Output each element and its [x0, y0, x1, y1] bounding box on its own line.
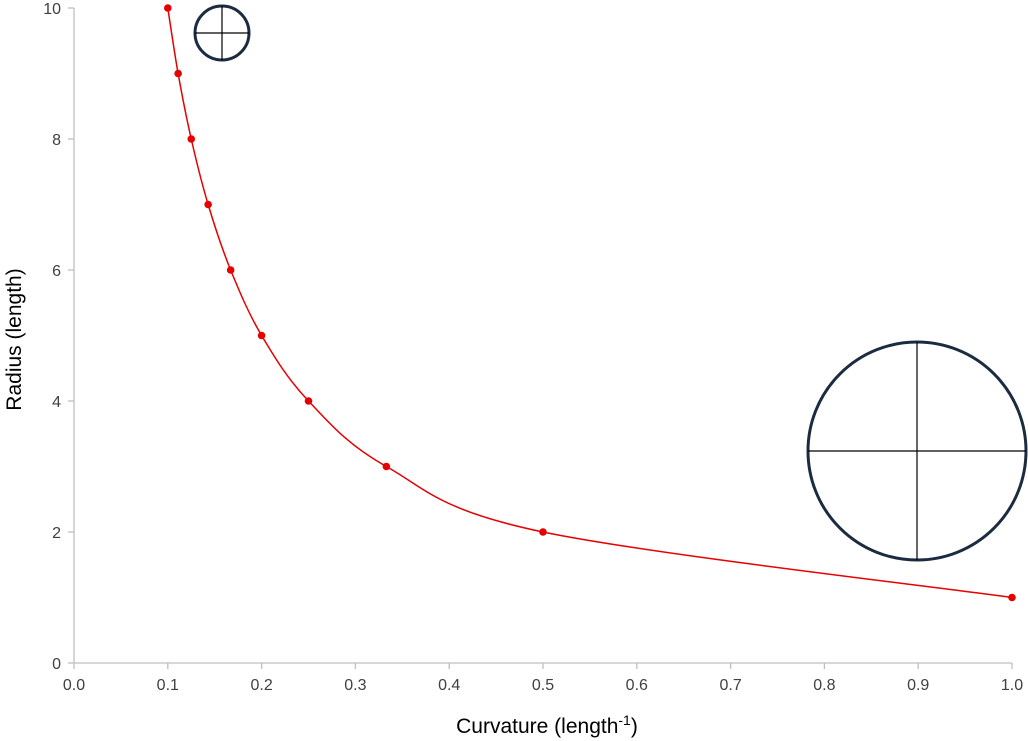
data-point: [304, 397, 313, 405]
data-point: [204, 200, 212, 209]
x-axis-ticks: 0.0 0.1 0.2 0.3 0.4 0.5 0.6 0.7 0.8 0.9 1.0: [63, 663, 1023, 694]
series-layer: [164, 4, 1016, 602]
y-tick-label: 8: [52, 132, 61, 149]
x-tick-label: 0.1: [157, 677, 179, 694]
circle-icons: [193, 4, 1028, 562]
x-axis-title-main: Curvature (length: [456, 715, 618, 738]
x-tick-label: 0.0: [63, 677, 85, 694]
series-line: [167, 7, 1013, 599]
y-tick-label: 2: [52, 525, 61, 542]
large-circle-icon: [806, 340, 1028, 562]
data-point: [164, 4, 172, 12]
data-point: [1008, 593, 1016, 602]
small-circle-icon: [193, 4, 251, 62]
data-point: [382, 462, 391, 471]
x-tick-label: 0.9: [907, 677, 929, 694]
x-axis-title: Curvature (length-1): [456, 712, 638, 738]
x-axis-title-suffix: ): [631, 715, 638, 738]
x-tick-label: 0.5: [532, 677, 554, 694]
data-point: [226, 266, 235, 274]
data-point: [187, 135, 196, 143]
x-tick-label: 0.2: [250, 677, 272, 694]
y-tick-label: 10: [43, 1, 61, 18]
x-tick-label: 0.7: [719, 677, 741, 694]
y-tick-label: 4: [52, 394, 61, 411]
x-tick-label: 0.3: [344, 677, 366, 694]
y-tick-label: 6: [52, 263, 61, 280]
x-tick-label: 0.8: [813, 677, 835, 694]
x-axis-title-superscript: -1: [618, 712, 631, 728]
x-tick-label: 1.0: [1001, 677, 1023, 694]
y-axis-ticks: 0 2 4 6 8 10: [43, 1, 74, 673]
axes: [73, 8, 1012, 664]
data-point: [257, 331, 266, 340]
y-tick-label: 0: [52, 656, 61, 673]
data-point: [174, 69, 182, 78]
y-axis-title: Radius (length): [3, 268, 26, 410]
x-tick-label: 0.6: [626, 677, 648, 694]
x-tick-label: 0.4: [438, 677, 460, 694]
data-point: [539, 528, 547, 536]
